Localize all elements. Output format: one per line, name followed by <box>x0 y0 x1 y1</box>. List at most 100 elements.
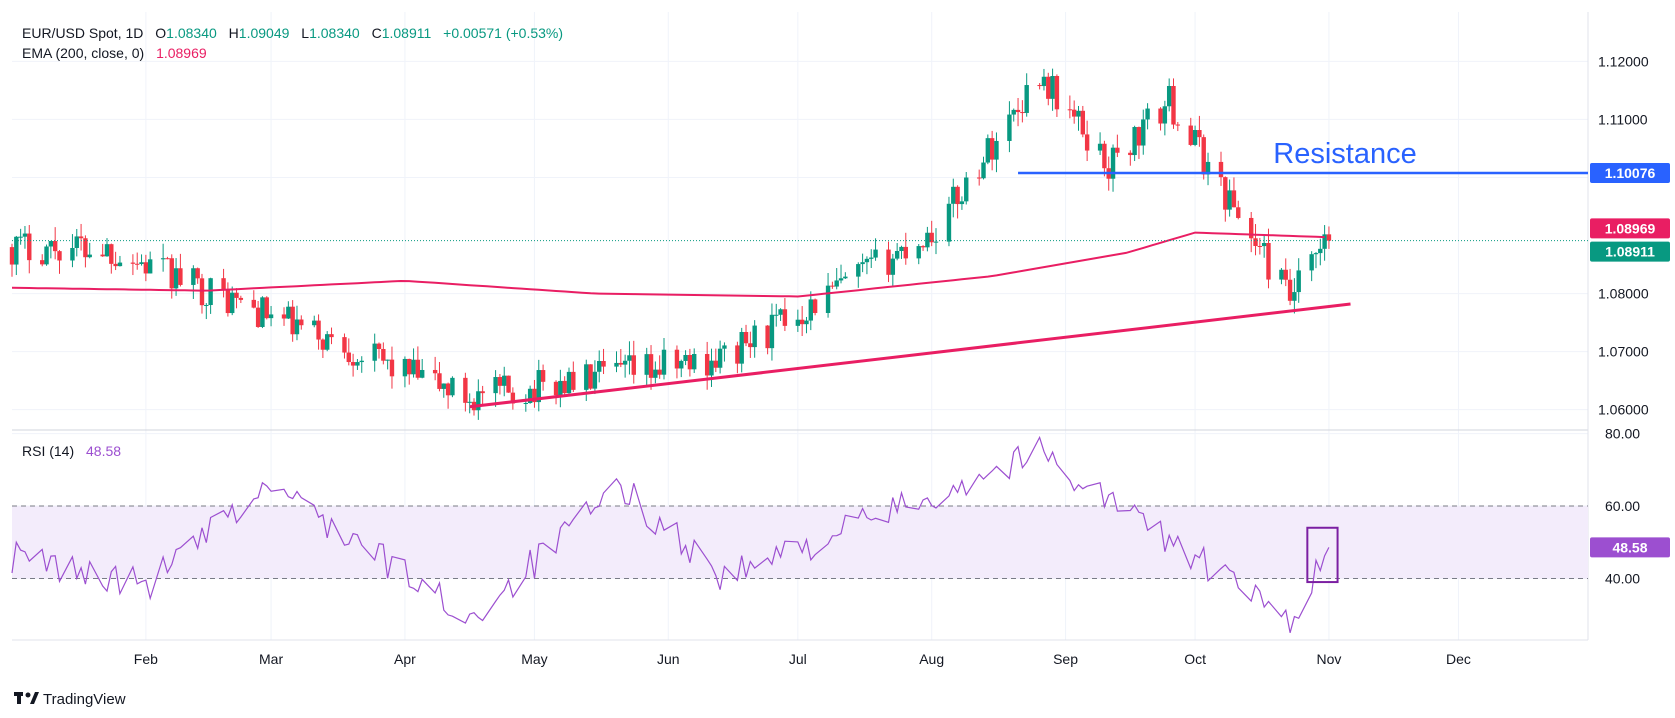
candle-body <box>230 292 235 314</box>
candle-body <box>381 348 386 361</box>
low-label: L <box>301 25 309 41</box>
candle-body <box>553 381 559 396</box>
axis-layer: 1.120001.110001.100001.080001.070001.060… <box>134 53 1670 667</box>
candle <box>752 320 757 358</box>
candle-body <box>104 244 110 257</box>
candle <box>1249 211 1254 253</box>
candle <box>255 301 261 328</box>
candle-body <box>463 377 468 403</box>
candle-body <box>627 355 632 361</box>
candle <box>1020 100 1025 123</box>
candle <box>329 327 334 345</box>
candle <box>299 315 304 330</box>
candle-body <box>204 305 209 307</box>
candle-body <box>1218 161 1224 178</box>
candle <box>566 367 572 396</box>
candle <box>1261 235 1267 258</box>
candle <box>1175 121 1181 132</box>
candle-body <box>812 299 818 314</box>
candle-body <box>532 388 537 403</box>
candle-body <box>808 299 813 321</box>
candle-body <box>1261 243 1267 247</box>
candle-body <box>74 236 79 248</box>
candle <box>1188 117 1193 147</box>
candle-body <box>778 309 783 315</box>
candle-body <box>679 360 684 369</box>
candle-body <box>1309 254 1314 271</box>
time-tick-label: May <box>521 651 547 667</box>
candle-body <box>22 233 28 237</box>
candle <box>130 254 136 276</box>
candle-body <box>1249 217 1254 239</box>
candle <box>78 223 84 251</box>
close-price-tag: 1.08911 <box>1590 241 1670 262</box>
candle <box>1326 226 1332 249</box>
candle-body <box>320 339 326 350</box>
rsi-tick-label: 60.00 <box>1605 498 1640 514</box>
resistance-label: Resistance <box>1273 138 1416 170</box>
candle-body <box>799 319 805 325</box>
candle-body <box>674 349 680 369</box>
candle <box>251 290 256 309</box>
candle <box>419 358 425 379</box>
candle <box>139 254 144 266</box>
candle-body <box>359 360 364 363</box>
candle <box>540 364 546 391</box>
candle-body <box>1084 134 1090 151</box>
candle <box>717 340 723 374</box>
candle-body <box>147 259 153 274</box>
candle-body <box>1067 109 1073 111</box>
candle-body <box>83 238 88 258</box>
candle-body <box>510 392 516 404</box>
candle <box>437 361 442 392</box>
candle <box>558 369 563 408</box>
candle <box>955 185 960 219</box>
candle <box>230 286 235 316</box>
candle-body <box>389 359 395 377</box>
ema-line <box>11 231 1325 298</box>
candle-body <box>1283 269 1288 280</box>
candle-body <box>951 186 956 204</box>
candle-body <box>1162 106 1168 124</box>
time-tick-label: Oct <box>1184 651 1206 667</box>
candle-body <box>437 373 442 389</box>
candle <box>268 305 274 327</box>
candle-body <box>251 299 256 308</box>
price-tick-label: 1.11000 <box>1598 111 1648 127</box>
tradingview-logo: TradingView <box>14 691 126 708</box>
candle-body <box>1007 114 1012 141</box>
candle <box>618 349 624 368</box>
symbol-title: EUR/USD Spot, 1D O1.08340 H1.09049 L1.08… <box>22 25 563 41</box>
candle <box>722 342 727 362</box>
candle <box>748 331 753 358</box>
candle <box>687 348 693 377</box>
candle-body <box>299 319 304 326</box>
candle <box>657 355 662 379</box>
candle <box>1253 224 1258 256</box>
price-tick-label: 1.08000 <box>1598 286 1649 302</box>
candle-body <box>683 354 688 361</box>
candle <box>976 169 982 186</box>
candle <box>713 348 719 373</box>
candle-body <box>1141 119 1146 146</box>
candle <box>808 291 813 331</box>
candle-body <box>687 354 693 370</box>
candle-body <box>346 352 351 363</box>
time-tick-label: Mar <box>259 651 283 667</box>
candle-body <box>1205 161 1211 175</box>
candle <box>432 356 438 381</box>
candle <box>1279 268 1284 285</box>
candle-body <box>588 364 593 389</box>
candle <box>381 342 386 365</box>
candle-body <box>1227 190 1232 210</box>
close-price-tag-text: 1.08911 <box>1605 244 1655 260</box>
candle <box>52 227 58 260</box>
candle-body <box>199 278 205 306</box>
candle <box>614 351 619 373</box>
candle <box>1141 109 1146 155</box>
candle-body <box>290 306 295 335</box>
candle <box>799 306 805 336</box>
candle-body <box>1197 130 1202 138</box>
candle-body <box>601 360 606 367</box>
